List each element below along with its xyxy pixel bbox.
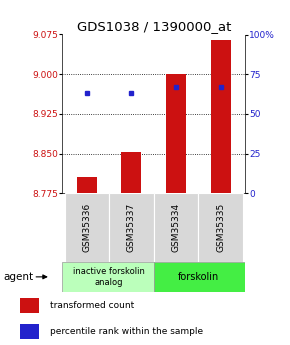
- Text: GSM35336: GSM35336: [82, 203, 91, 252]
- Bar: [109, 193, 154, 262]
- Text: inactive forskolin
analog: inactive forskolin analog: [73, 267, 145, 287]
- Bar: [122, 152, 142, 193]
- Bar: [65, 193, 109, 262]
- Bar: [198, 193, 243, 262]
- Bar: [211, 40, 231, 193]
- Text: percentile rank within the sample: percentile rank within the sample: [50, 327, 203, 336]
- Text: GSM35335: GSM35335: [216, 203, 225, 252]
- Bar: [166, 73, 186, 193]
- Text: GSM35334: GSM35334: [171, 203, 180, 252]
- Bar: [77, 177, 97, 193]
- Bar: [62, 262, 154, 292]
- Text: agent: agent: [3, 272, 33, 282]
- Bar: [20, 324, 39, 338]
- Text: GSM35337: GSM35337: [127, 203, 136, 252]
- Text: GDS1038 / 1390000_at: GDS1038 / 1390000_at: [77, 20, 231, 33]
- Text: transformed count: transformed count: [50, 301, 135, 310]
- Bar: [154, 193, 198, 262]
- Bar: [154, 262, 245, 292]
- Bar: [20, 298, 39, 313]
- Text: forskolin: forskolin: [178, 272, 219, 282]
